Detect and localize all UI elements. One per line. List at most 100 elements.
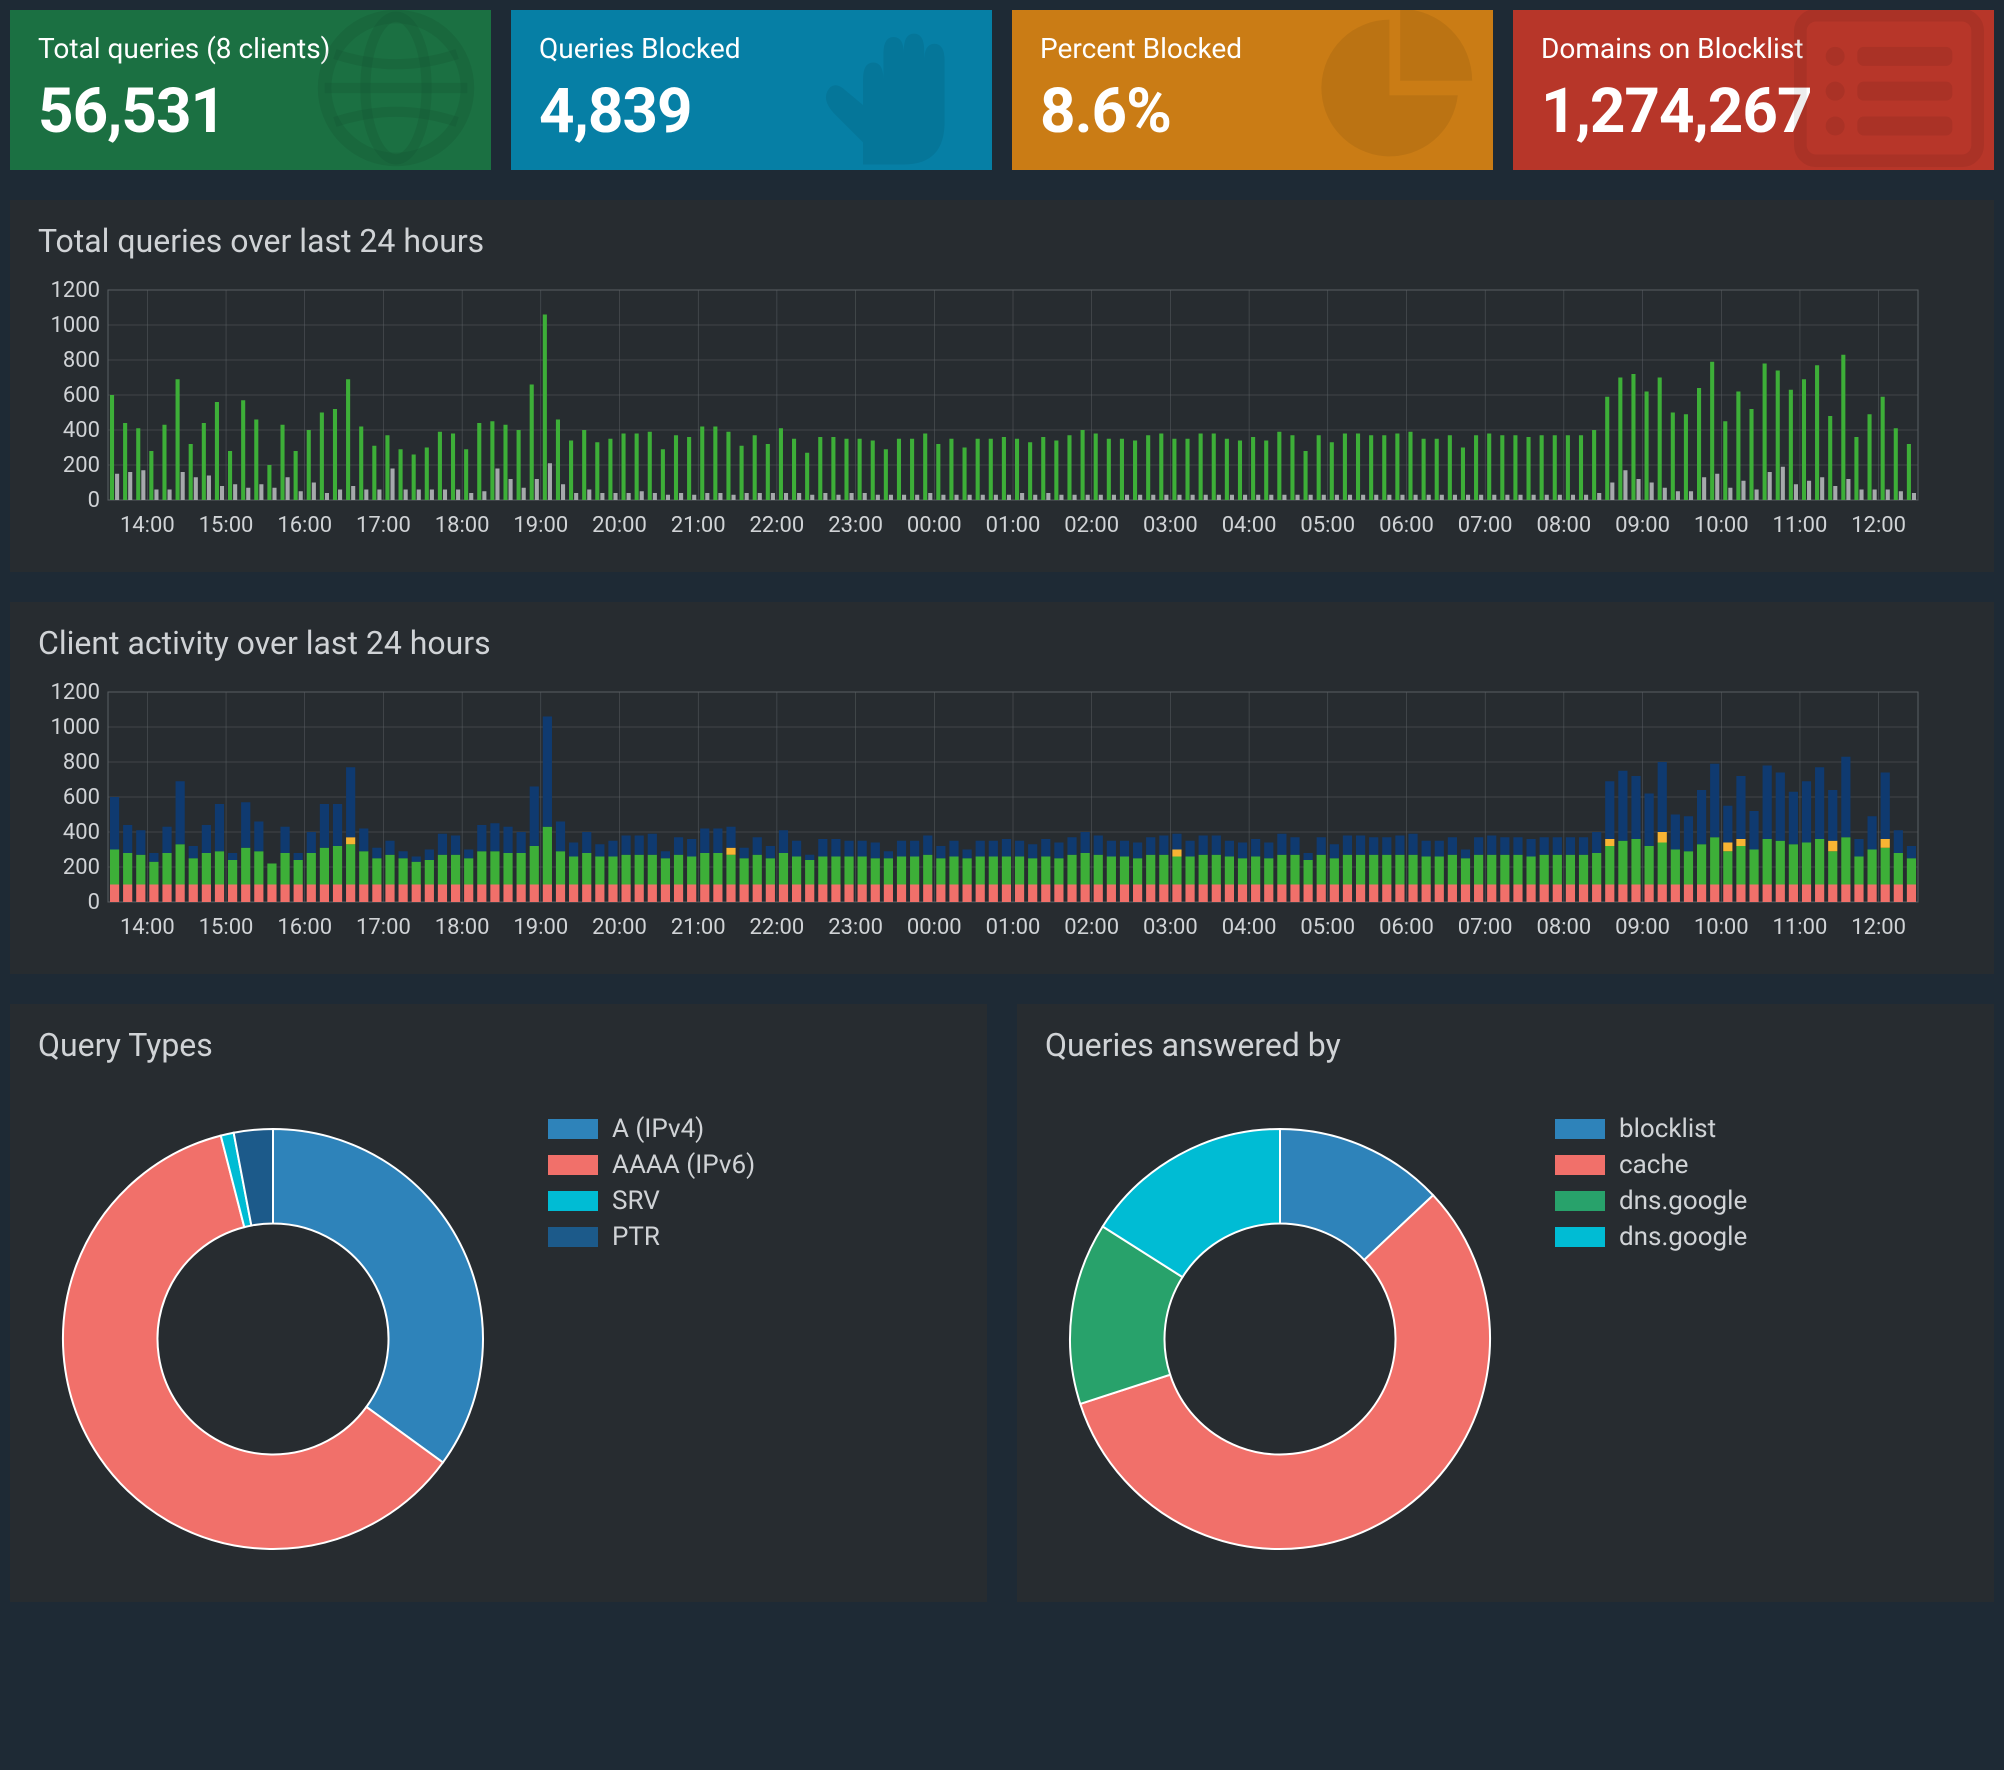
svg-text:04:00: 04:00 — [1222, 513, 1277, 538]
svg-text:14:00: 14:00 — [120, 915, 175, 940]
svg-text:02:00: 02:00 — [1064, 915, 1119, 940]
svg-text:23:00: 23:00 — [828, 915, 883, 940]
legend-swatch — [548, 1155, 598, 1175]
svg-text:17:00: 17:00 — [356, 915, 411, 940]
legend-item[interactable]: AAAA (IPv6) — [548, 1150, 959, 1180]
legend-label: SRV — [612, 1186, 660, 1216]
svg-text:600: 600 — [63, 785, 100, 810]
svg-text:15:00: 15:00 — [199, 513, 254, 538]
svg-text:200: 200 — [63, 855, 100, 880]
query-types-donut — [38, 1104, 508, 1574]
legend-swatch — [548, 1191, 598, 1211]
total-queries-chart: 02004006008001000120014:0015:0016:0017:0… — [38, 280, 1938, 540]
svg-text:07:00: 07:00 — [1458, 513, 1513, 538]
svg-text:20:00: 20:00 — [592, 915, 647, 940]
legend-item[interactable]: dns.google — [1555, 1186, 1966, 1216]
svg-text:10:00: 10:00 — [1694, 915, 1749, 940]
svg-text:20:00: 20:00 — [592, 513, 647, 538]
svg-text:06:00: 06:00 — [1379, 915, 1434, 940]
legend-swatch — [548, 1119, 598, 1139]
svg-text:06:00: 06:00 — [1379, 513, 1434, 538]
stat-card[interactable]: Domains on Blocklist 1,274,267 — [1513, 10, 1994, 170]
panel-title: Client activity over last 24 hours — [38, 624, 1966, 662]
svg-text:800: 800 — [63, 348, 100, 373]
svg-text:15:00: 15:00 — [199, 915, 254, 940]
svg-text:10:00: 10:00 — [1694, 513, 1749, 538]
svg-text:08:00: 08:00 — [1536, 513, 1591, 538]
panel-answered-by: Queries answered by blocklist cache dns.go… — [1017, 1004, 1994, 1602]
svg-text:09:00: 09:00 — [1615, 513, 1670, 538]
svg-text:11:00: 11:00 — [1773, 513, 1828, 538]
svg-text:1200: 1200 — [51, 682, 100, 705]
legend-swatch — [1555, 1191, 1605, 1211]
svg-text:600: 600 — [63, 383, 100, 408]
legend-item[interactable]: PTR — [548, 1222, 959, 1252]
svg-text:09:00: 09:00 — [1615, 915, 1670, 940]
legend-item[interactable]: cache — [1555, 1150, 1966, 1180]
svg-text:1000: 1000 — [51, 313, 100, 338]
svg-text:17:00: 17:00 — [356, 513, 411, 538]
legend-swatch — [1555, 1155, 1605, 1175]
query-types-legend: A (IPv4) AAAA (IPv6) SRV PTR — [548, 1104, 959, 1258]
panel-title: Query Types — [38, 1026, 959, 1064]
legend-label: dns.google — [1619, 1222, 1747, 1252]
panel-title: Queries answered by — [1045, 1026, 1966, 1064]
svg-text:22:00: 22:00 — [750, 915, 805, 940]
legend-item[interactable]: dns.google — [1555, 1222, 1966, 1252]
legend-swatch — [548, 1227, 598, 1247]
svg-text:04:00: 04:00 — [1222, 915, 1277, 940]
answered-by-donut — [1045, 1104, 1515, 1574]
svg-text:22:00: 22:00 — [750, 513, 805, 538]
panel-total-queries: Total queries over last 24 hours 0200400… — [10, 200, 1994, 572]
svg-text:800: 800 — [63, 750, 100, 775]
svg-text:19:00: 19:00 — [513, 513, 568, 538]
legend-label: blocklist — [1619, 1114, 1716, 1144]
stat-cards: Total queries (8 clients) 56,531 Queries… — [10, 10, 1994, 170]
svg-text:21:00: 21:00 — [671, 513, 726, 538]
answered-by-legend: blocklist cache dns.google dns.google — [1555, 1104, 1966, 1258]
client-activity-chart: 02004006008001000120014:0015:0016:0017:0… — [38, 682, 1938, 942]
legend-label: cache — [1619, 1150, 1688, 1180]
svg-text:00:00: 00:00 — [907, 513, 962, 538]
legend-label: PTR — [612, 1222, 660, 1252]
svg-text:18:00: 18:00 — [435, 915, 490, 940]
stat-card[interactable]: Total queries (8 clients) 56,531 — [10, 10, 491, 170]
stat-card[interactable]: Queries Blocked 4,839 — [511, 10, 992, 170]
legend-swatch — [1555, 1119, 1605, 1139]
globe-icon — [311, 10, 481, 170]
svg-text:12:00: 12:00 — [1851, 915, 1906, 940]
svg-text:0: 0 — [88, 488, 100, 513]
list-icon — [1794, 10, 1984, 170]
svg-text:01:00: 01:00 — [986, 513, 1041, 538]
svg-text:0: 0 — [88, 890, 100, 915]
legend-swatch — [1555, 1227, 1605, 1247]
svg-text:00:00: 00:00 — [907, 915, 962, 940]
panel-query-types: Query Types A (IPv4) AAAA (IPv6) SRV PTR — [10, 1004, 987, 1602]
svg-text:03:00: 03:00 — [1143, 915, 1198, 940]
svg-text:03:00: 03:00 — [1143, 513, 1198, 538]
legend-item[interactable]: blocklist — [1555, 1114, 1966, 1144]
svg-text:05:00: 05:00 — [1300, 915, 1355, 940]
legend-label: dns.google — [1619, 1186, 1747, 1216]
svg-text:07:00: 07:00 — [1458, 915, 1513, 940]
svg-text:02:00: 02:00 — [1064, 513, 1119, 538]
donut-slice[interactable] — [273, 1129, 483, 1462]
stat-card[interactable]: Percent Blocked 8.6% — [1012, 10, 1493, 170]
svg-text:1200: 1200 — [51, 280, 100, 303]
legend-item[interactable]: A (IPv4) — [548, 1114, 959, 1144]
hand-icon — [812, 10, 982, 170]
svg-text:18:00: 18:00 — [435, 513, 490, 538]
panel-title: Total queries over last 24 hours — [38, 222, 1966, 260]
svg-text:200: 200 — [63, 453, 100, 478]
svg-text:11:00: 11:00 — [1773, 915, 1828, 940]
svg-text:400: 400 — [63, 820, 100, 845]
svg-text:23:00: 23:00 — [828, 513, 883, 538]
svg-text:1000: 1000 — [51, 715, 100, 740]
svg-text:19:00: 19:00 — [513, 915, 568, 940]
svg-text:05:00: 05:00 — [1300, 513, 1355, 538]
svg-text:08:00: 08:00 — [1536, 915, 1591, 940]
legend-item[interactable]: SRV — [548, 1186, 959, 1216]
svg-text:01:00: 01:00 — [986, 915, 1041, 940]
pie-icon — [1303, 10, 1483, 170]
panel-client-activity: Client activity over last 24 hours 0 200 4… — [10, 602, 1994, 974]
